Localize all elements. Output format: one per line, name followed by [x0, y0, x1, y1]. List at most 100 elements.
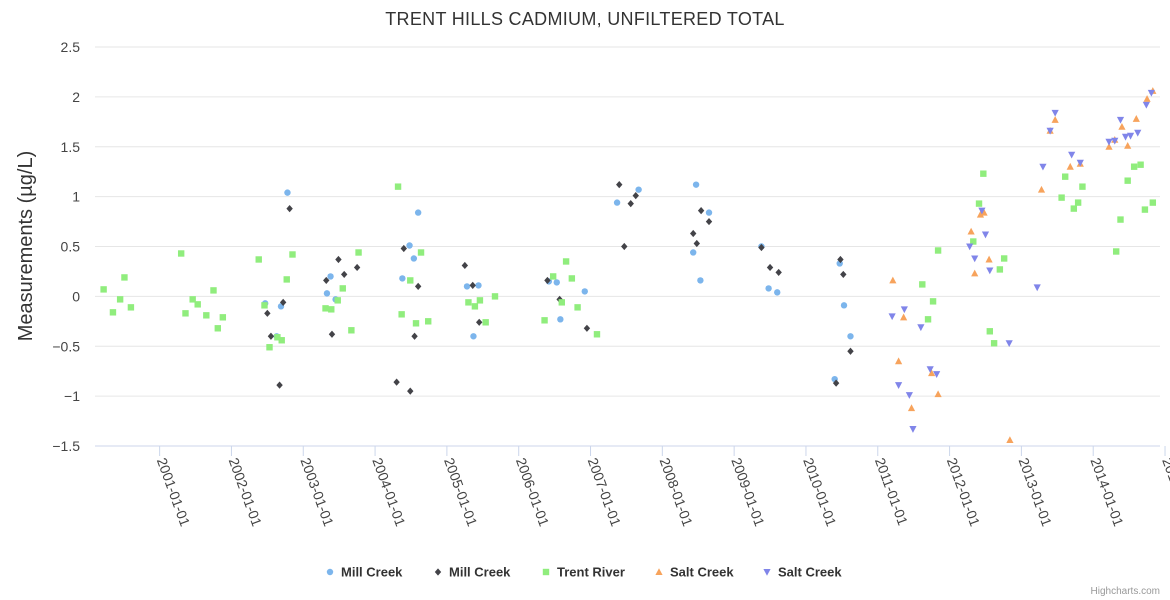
- data-point[interactable]: [219, 314, 227, 321]
- data-point[interactable]: [414, 209, 422, 216]
- data-point[interactable]: [840, 270, 847, 279]
- data-point[interactable]: [1046, 127, 1054, 135]
- data-point[interactable]: [394, 183, 402, 190]
- data-point[interactable]: [1076, 159, 1084, 167]
- data-point[interactable]: [558, 299, 565, 306]
- data-point[interactable]: [482, 319, 489, 326]
- data-point[interactable]: [334, 297, 341, 304]
- data-point[interactable]: [476, 297, 484, 304]
- data-point[interactable]: [100, 286, 107, 293]
- data-point[interactable]: [765, 285, 772, 292]
- data-point[interactable]: [775, 268, 782, 277]
- data-point[interactable]: [203, 312, 210, 319]
- data-point[interactable]: [692, 181, 700, 188]
- data-point[interactable]: [121, 274, 128, 281]
- legend-item[interactable]: Trent River: [542, 565, 625, 580]
- data-point[interactable]: [1124, 141, 1132, 149]
- data-point[interactable]: [463, 283, 471, 290]
- data-point[interactable]: [1143, 95, 1151, 102]
- data-point[interactable]: [690, 249, 697, 256]
- data-point[interactable]: [907, 404, 916, 412]
- data-point[interactable]: [966, 243, 974, 251]
- data-point[interactable]: [476, 318, 483, 326]
- data-point[interactable]: [210, 287, 217, 294]
- data-point[interactable]: [283, 276, 290, 283]
- legend-item[interactable]: Mill Creek: [434, 565, 511, 580]
- data-point[interactable]: [339, 285, 346, 292]
- data-point[interactable]: [1142, 101, 1150, 109]
- data-point[interactable]: [971, 269, 979, 277]
- data-point[interactable]: [697, 206, 705, 215]
- data-point[interactable]: [889, 276, 897, 284]
- data-point[interactable]: [1079, 183, 1086, 190]
- data-point[interactable]: [541, 317, 548, 324]
- data-point[interactable]: [894, 382, 903, 389]
- data-point[interactable]: [182, 310, 189, 317]
- data-point[interactable]: [888, 313, 896, 321]
- data-point[interactable]: [400, 244, 407, 253]
- data-point[interactable]: [1141, 206, 1149, 213]
- data-point[interactable]: [986, 267, 994, 275]
- data-point[interactable]: [967, 227, 975, 235]
- data-point[interactable]: [557, 316, 564, 323]
- data-point[interactable]: [261, 302, 268, 309]
- data-point[interactable]: [1070, 205, 1078, 212]
- data-point[interactable]: [697, 277, 704, 284]
- data-point[interactable]: [1132, 115, 1140, 122]
- data-point[interactable]: [278, 337, 285, 344]
- data-point[interactable]: [264, 309, 271, 317]
- data-point[interactable]: [276, 381, 283, 389]
- data-point[interactable]: [1105, 142, 1113, 150]
- data-point[interactable]: [323, 290, 331, 297]
- data-point[interactable]: [894, 357, 903, 365]
- data-point[interactable]: [929, 298, 937, 305]
- data-point[interactable]: [353, 263, 361, 272]
- data-point[interactable]: [621, 242, 628, 251]
- data-point[interactable]: [971, 255, 979, 263]
- data-point[interactable]: [425, 318, 432, 325]
- data-point[interactable]: [996, 266, 1004, 273]
- data-point[interactable]: [1006, 436, 1014, 444]
- data-point[interactable]: [705, 217, 713, 226]
- data-point[interactable]: [399, 275, 406, 282]
- data-point[interactable]: [1111, 137, 1119, 145]
- data-point[interactable]: [934, 247, 942, 254]
- data-point[interactable]: [340, 270, 348, 279]
- data-point[interactable]: [410, 255, 418, 262]
- data-point[interactable]: [407, 277, 414, 284]
- data-point[interactable]: [127, 304, 135, 311]
- data-point[interactable]: [1126, 132, 1135, 140]
- data-point[interactable]: [1039, 163, 1047, 171]
- legend-item[interactable]: Salt Creek: [655, 565, 734, 580]
- data-point[interactable]: [847, 333, 854, 340]
- data-point[interactable]: [1005, 340, 1013, 348]
- data-point[interactable]: [980, 170, 987, 177]
- data-point[interactable]: [289, 251, 296, 258]
- data-point[interactable]: [981, 231, 990, 239]
- data-point[interactable]: [328, 330, 336, 338]
- data-point[interactable]: [549, 273, 557, 280]
- data-point[interactable]: [1033, 284, 1041, 292]
- data-point[interactable]: [919, 281, 926, 288]
- data-point[interactable]: [412, 320, 420, 327]
- data-point[interactable]: [322, 305, 329, 312]
- data-point[interactable]: [1074, 199, 1082, 206]
- data-point[interactable]: [544, 276, 551, 285]
- credits-link[interactable]: Highcharts.com: [1091, 586, 1160, 597]
- data-point[interactable]: [616, 181, 623, 189]
- data-point[interactable]: [406, 242, 413, 249]
- data-point[interactable]: [414, 282, 422, 290]
- data-point[interactable]: [1124, 177, 1131, 184]
- data-point[interactable]: [978, 207, 986, 215]
- data-point[interactable]: [926, 366, 934, 373]
- data-point[interactable]: [411, 332, 418, 340]
- data-point[interactable]: [774, 289, 781, 296]
- data-point[interactable]: [189, 296, 196, 303]
- data-point[interactable]: [690, 229, 697, 238]
- data-point[interactable]: [286, 204, 293, 213]
- data-point[interactable]: [976, 210, 985, 218]
- data-point[interactable]: [693, 239, 701, 248]
- data-point[interactable]: [417, 249, 425, 256]
- data-point[interactable]: [1066, 162, 1074, 170]
- data-point[interactable]: [1117, 216, 1124, 223]
